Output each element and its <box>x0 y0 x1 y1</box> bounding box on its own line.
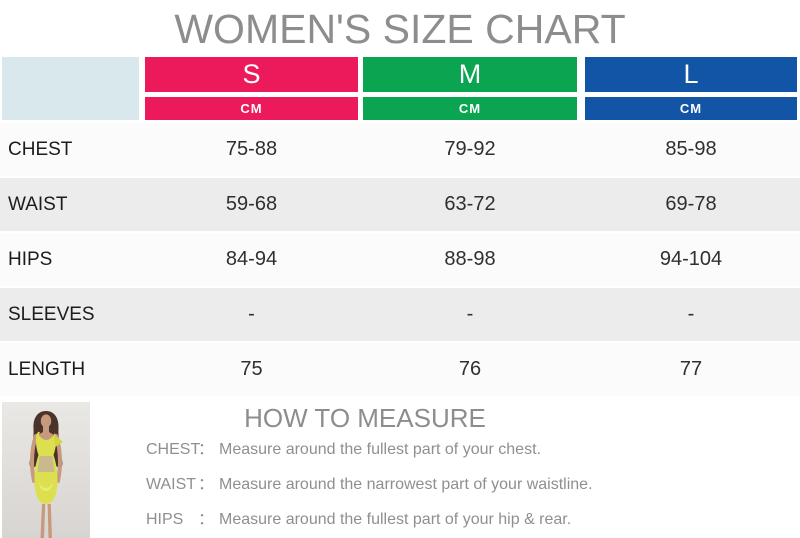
measure-item-label: HIPS <box>146 511 184 528</box>
table-corner-cell <box>2 57 139 120</box>
page-title: WOMEN'S SIZE CHART <box>174 6 626 52</box>
measure-item-colon: ： <box>198 441 215 458</box>
measure-item-hips: HIPS ： Measure around the fullest part o… <box>146 508 593 531</box>
measure-item-text: Measure around the fullest part of your … <box>219 511 572 528</box>
size-column-header-s: S CM <box>145 57 358 120</box>
measure-item-colon: ： <box>198 476 215 493</box>
unit-label-s: CM <box>145 97 358 120</box>
measure-instructions: CHEST ： Measure around the fullest part … <box>146 438 593 531</box>
table-row-hips: HIPS 84-94 88-98 94-104 <box>0 233 800 288</box>
cell-hips-s: 84-94 <box>225 248 278 270</box>
cell-chest-s: 75-88 <box>225 138 278 160</box>
measure-item-label: CHEST <box>146 441 201 458</box>
size-column-header-m: M CM <box>363 57 577 120</box>
cell-sleeves-s: - <box>248 303 255 325</box>
cell-length-s: 75 <box>240 358 263 380</box>
measure-item-text: Measure around the fullest part of your … <box>219 441 541 458</box>
measure-item-waist: WAIST ： Measure around the narrowest par… <box>146 473 593 496</box>
cell-waist-l: 69-78 <box>665 193 717 215</box>
cell-chest-m: 79-92 <box>444 138 496 160</box>
table-row-chest: CHEST 75-88 79-92 85-98 <box>0 123 800 178</box>
size-label-l: L <box>585 57 797 92</box>
how-to-measure-heading: HOW TO MEASURE <box>244 403 486 433</box>
model-photo-illustration <box>2 402 90 538</box>
cell-waist-m: 63-72 <box>444 193 496 215</box>
model-photo <box>2 402 90 538</box>
cell-length-l: 77 <box>679 358 703 380</box>
measure-item-label: WAIST <box>146 476 197 493</box>
size-label-m: M <box>363 57 577 92</box>
unit-label-l: CM <box>585 97 797 120</box>
cell-waist-s: 59-68 <box>225 193 278 215</box>
cell-sleeves-l: - <box>687 303 695 325</box>
table-row-waist: WAIST 59-68 63-72 69-78 <box>0 178 800 233</box>
row-label: HIPS <box>8 249 53 270</box>
row-label: LENGTH <box>8 359 86 380</box>
measure-item-text: Measure around the narrowest part of you… <box>219 476 593 493</box>
cell-length-m: 76 <box>458 358 482 380</box>
cell-hips-m: 88-98 <box>444 248 496 270</box>
measure-item-colon: ： <box>198 511 215 528</box>
cell-chest-l: 85-98 <box>665 138 717 160</box>
unit-label-m: CM <box>363 97 577 120</box>
table-row-length: LENGTH 75 76 77 <box>0 343 800 398</box>
row-label: CHEST <box>8 139 73 160</box>
row-label: WAIST <box>8 194 68 215</box>
table-row-sleeves: SLEEVES - - - <box>0 288 800 343</box>
row-label: SLEEVES <box>8 304 95 325</box>
cell-hips-l: 94-104 <box>659 248 723 270</box>
size-table-body: CHEST 75-88 79-92 85-98 WAIST 59-68 63-7… <box>0 123 800 398</box>
cell-sleeves-m: - <box>466 303 474 325</box>
size-column-header-l: L CM <box>585 57 797 120</box>
measure-item-chest: CHEST ： Measure around the fullest part … <box>146 438 593 461</box>
size-label-s: S <box>145 57 358 92</box>
